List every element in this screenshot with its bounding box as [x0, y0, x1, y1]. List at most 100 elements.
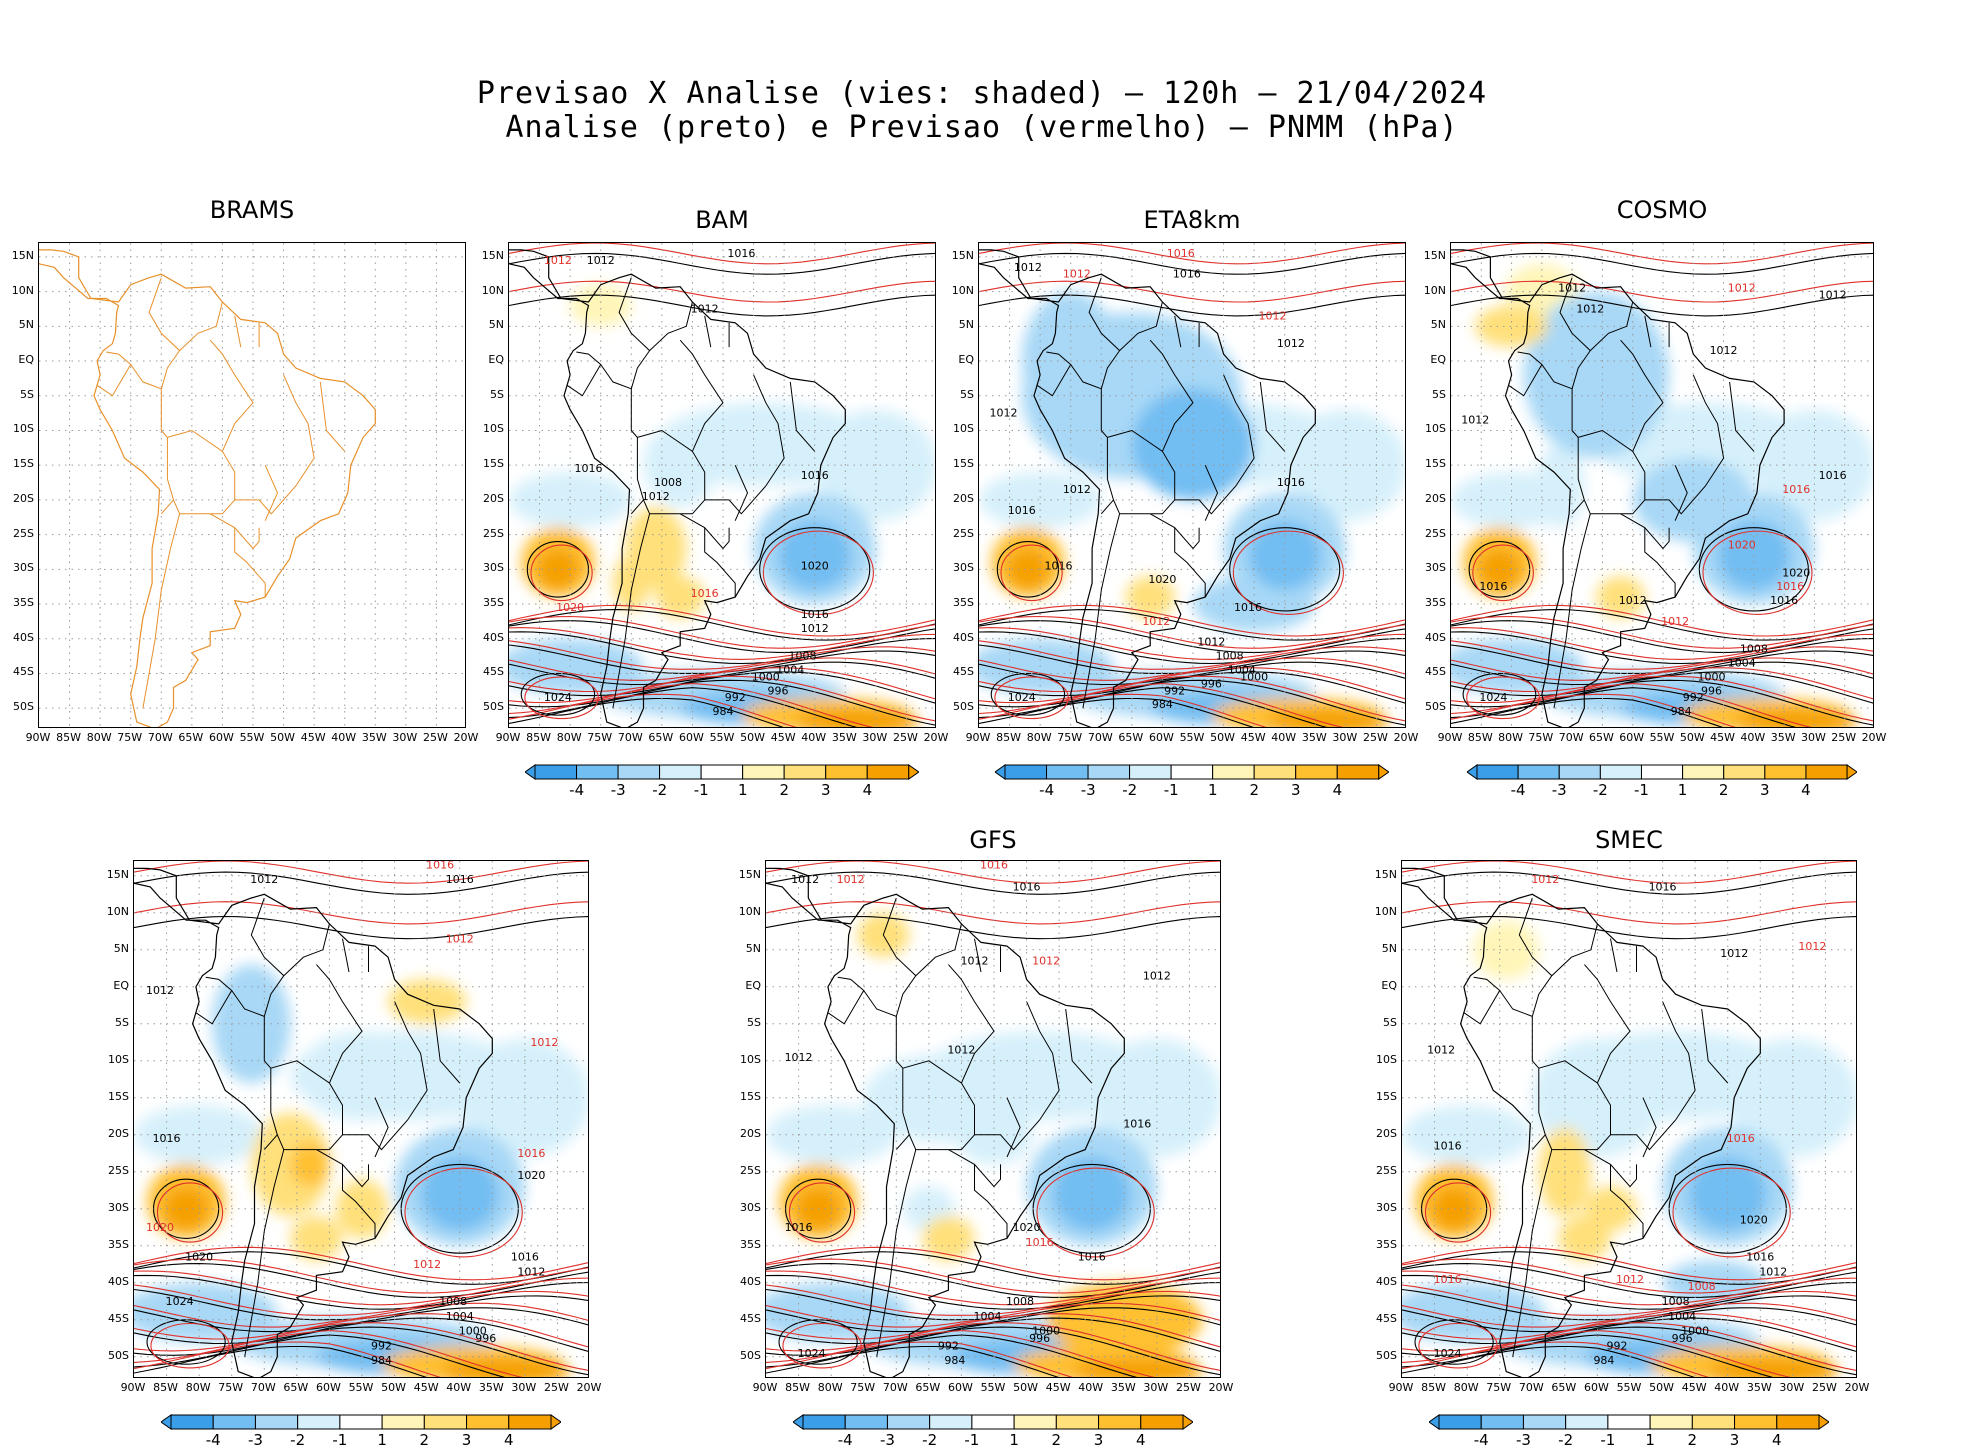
country-border	[630, 499, 644, 515]
lon-tick-label: 70W	[1518, 1381, 1544, 1394]
contour-label: 1004	[1668, 1310, 1696, 1323]
lat-tick-label: 20S	[953, 491, 974, 505]
colorbar-label: 2	[1687, 1431, 1698, 1449]
lat-tick-label: EQ	[488, 353, 504, 367]
contour-label: 984	[1593, 1354, 1614, 1367]
lat-tick-label: 10S	[13, 422, 34, 436]
contour-label: 1008	[1662, 1295, 1690, 1308]
country-border	[1642, 1097, 1657, 1158]
map-plot: 1016101210121012101210161008101610201016…	[509, 243, 935, 727]
isobar-line	[979, 640, 1405, 670]
isobar-line	[1451, 640, 1873, 670]
lon-tick-label: 40W	[446, 1381, 472, 1394]
contour-label: 1020	[556, 601, 584, 614]
contour-label: 1016	[1013, 881, 1041, 894]
contour-label: 1016	[1234, 601, 1262, 614]
colorbar	[160, 1414, 562, 1434]
colorbar-swatch	[1640, 764, 1684, 780]
panel-title: SMEC	[1595, 826, 1663, 854]
lat-tick-label: 20S	[740, 1126, 761, 1140]
isobar-line	[509, 640, 935, 670]
colorbar-swatch	[576, 764, 619, 780]
country-border	[974, 1164, 1008, 1239]
colorbar-swatch	[423, 1414, 468, 1430]
lat-tick-label: 15S	[740, 1089, 761, 1103]
contour-label: 1016	[1649, 881, 1677, 894]
lat-tick-label: 35S	[1425, 596, 1446, 610]
lon-tick-label: 90W	[965, 731, 991, 744]
lat-tick-label: 25S	[108, 1163, 129, 1177]
chart-title-line2: Analise (preto) e Previsao (vermelho) — …	[505, 110, 1459, 145]
colorbar-arrow-right	[908, 764, 920, 780]
lat-tick-label: 50S	[483, 700, 504, 714]
colorbar-swatch	[783, 764, 827, 780]
contour-label: 1016	[1008, 504, 1036, 517]
country-border	[1119, 301, 1163, 351]
lat-tick-label: 40S	[483, 630, 504, 644]
isobar-line	[1451, 280, 1873, 303]
colorbar-swatch	[1599, 764, 1642, 780]
isobar-line	[766, 1313, 1220, 1348]
country-border	[974, 938, 982, 973]
isobar-loop	[1462, 672, 1537, 716]
lon-tick-label: 50W	[740, 731, 765, 744]
contour-label: 1012	[960, 955, 988, 968]
lon-tick-label: 30W	[1332, 731, 1358, 744]
lon-tick-label: 80W	[556, 731, 582, 744]
colorbar-swatch	[1805, 764, 1848, 780]
country-border	[1584, 1149, 1637, 1188]
country-border	[316, 964, 363, 1084]
isobar-line	[766, 1274, 1220, 1310]
contour-label: 1024	[544, 691, 572, 704]
colorbar-label: -2	[1592, 781, 1608, 799]
lon-tick-label: 35W	[1746, 1381, 1772, 1394]
isobar-line	[766, 1326, 1220, 1376]
coastline	[1451, 249, 1785, 727]
lon-tick-label: 70W	[882, 1381, 908, 1394]
lon-tick-label: 25W	[892, 731, 918, 744]
lon-tick-label: 70W	[250, 1381, 276, 1394]
isobar-loop	[1036, 1167, 1155, 1258]
country-border	[319, 381, 346, 452]
colorbar-swatch	[1723, 764, 1766, 780]
isobar-line	[766, 1284, 1220, 1316]
lon-tick-label: 45W	[413, 1381, 439, 1394]
lat-tick-label: 45S	[740, 1311, 761, 1325]
contour-label: 1016	[1044, 559, 1072, 572]
colorbar-label: 3	[1729, 1431, 1740, 1449]
lon-tick-label: 85W	[1467, 731, 1493, 744]
lat-tick-label: 15S	[1425, 457, 1446, 471]
bias-blob	[388, 979, 467, 1024]
contour-label: 1016	[1434, 1140, 1462, 1153]
isobar-loop	[524, 676, 599, 720]
contour-label: 1024	[1434, 1347, 1462, 1360]
colorbar-arrow-left	[1466, 764, 1478, 780]
contour-label: 1016	[727, 247, 755, 260]
lon-tick-label: 90W	[120, 1381, 146, 1394]
contour-label: 1012	[250, 873, 278, 886]
lat-tick-label: 30S	[108, 1200, 129, 1214]
colorbar-swatch	[929, 1414, 973, 1430]
lon-tick-label: 90W	[25, 731, 51, 744]
isobar-line	[1451, 615, 1873, 649]
contour-label: 1012	[1661, 615, 1689, 628]
lat-tick-label: 15S	[953, 457, 974, 471]
isobar-loop	[1424, 1182, 1492, 1243]
lat-tick-label: 15N	[481, 248, 504, 262]
country-border	[974, 1001, 1060, 1151]
country-border	[1204, 464, 1219, 521]
isobar-line	[1451, 252, 1873, 275]
lat-tick-label: 30S	[13, 561, 34, 575]
contour-label: 1012	[1720, 947, 1748, 960]
isobar-line	[1451, 609, 1873, 641]
lon-tick-label: 20W	[576, 1381, 602, 1394]
country-border	[1463, 976, 1501, 1025]
isobar-loop	[1232, 530, 1344, 615]
contour-label: 1020	[1740, 1214, 1768, 1227]
isobar-line	[1402, 1284, 1856, 1316]
country-border	[1538, 1060, 1611, 1151]
lon-tick-label: 25W	[1175, 1381, 1201, 1394]
lat-tick-label: 35S	[740, 1237, 761, 1251]
colorbar-label: -4	[837, 1431, 853, 1449]
contour-label: 1016	[691, 587, 719, 600]
